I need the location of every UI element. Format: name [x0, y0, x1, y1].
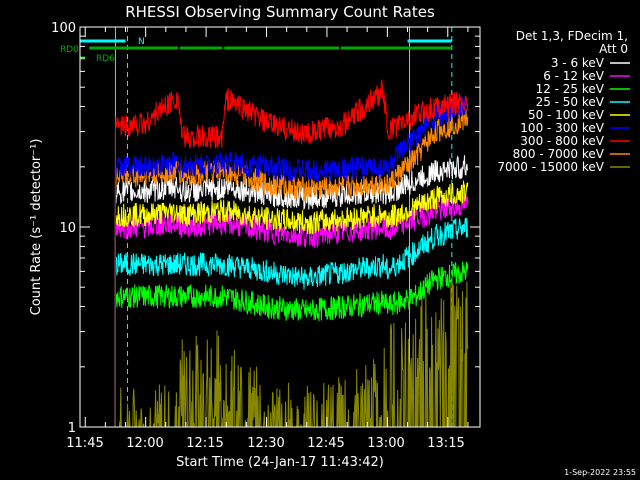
x-tick-label: 12:30 — [247, 436, 284, 451]
series-line-4 — [114, 217, 469, 427]
legend-entry: 12 - 25 keV — [536, 82, 605, 96]
y-axis-label: Count Rate (s⁻¹ detector⁻¹) — [29, 139, 44, 316]
x-tick-label: 13:00 — [367, 436, 404, 451]
legend-entry: 3 - 6 keV — [551, 56, 605, 70]
chart-title: RHESSI Observing Summary Count Rates — [125, 3, 435, 21]
x-tick-label: 12:00 — [126, 436, 163, 451]
plot-content — [80, 27, 469, 428]
flag-label-rd6: RD6 — [96, 54, 115, 64]
legend: Det 1,3, FDecim 1, Att 0 3 - 6 keV 6 - 1… — [497, 29, 630, 174]
flag-label-n: N — [138, 37, 145, 47]
series-line-8 — [114, 108, 469, 427]
legend-entry: 800 - 7000 keV — [513, 147, 605, 161]
y-tick-label: 10 — [59, 221, 76, 236]
x-tick-label: 12:45 — [307, 436, 344, 451]
x-tick-label: 11:45 — [66, 436, 103, 451]
series-line-6 — [114, 96, 469, 427]
legend-entry: 6 - 12 keV — [543, 69, 605, 83]
legend-entry: 50 - 100 keV — [528, 108, 605, 122]
y-tick-label: 100 — [51, 21, 76, 36]
series-line-2 — [114, 193, 469, 427]
x-axis-label: Start Time (24-Jan-17 11:43:42) — [176, 455, 384, 470]
axis-ticks — [80, 26, 480, 428]
flag-label-rd0: RD0 — [60, 45, 79, 55]
legend-entry: 300 - 800 keV — [520, 134, 604, 148]
x-tick-label: 12:15 — [186, 436, 223, 451]
legend-entry: 7000 - 15000 keV — [497, 160, 604, 174]
y-tick-label: 1 — [68, 421, 76, 436]
series-line-5 — [114, 180, 469, 427]
series-line-7 — [114, 78, 469, 427]
legend-header: Att 0 — [599, 42, 628, 56]
legend-entry: 25 - 50 keV — [536, 95, 605, 109]
series-line-3 — [114, 261, 469, 427]
legend-entry: 100 - 300 keV — [520, 121, 604, 135]
x-tick-label: 13:15 — [427, 436, 464, 451]
legend-header: Det 1,3, FDecim 1, — [516, 29, 628, 43]
footer-date: 1-Sep-2022 23:55 — [564, 468, 636, 477]
